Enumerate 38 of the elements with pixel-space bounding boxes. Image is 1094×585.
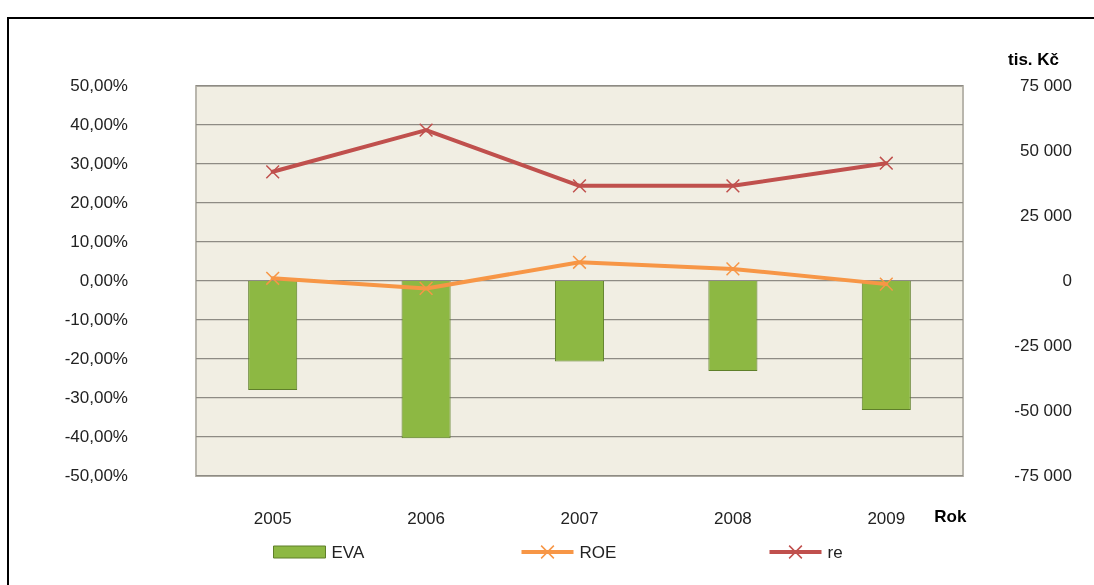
y-tick-label: 50,00% [70,75,128,95]
point [265,164,280,179]
y-tick-label: -50,00% [64,465,128,485]
y-tick-label: 30,00% [70,153,128,173]
y2-tick-label: 50 000 [1020,140,1072,160]
x-tick-label: 2006 [407,508,446,528]
point [572,255,587,270]
point [418,122,434,138]
point [879,277,894,292]
point [572,178,587,193]
x-tick-label: 2007 [560,508,599,528]
x-axis-title: Rok [934,506,967,526]
x-tick-label: 2009 [867,508,906,528]
point [418,281,434,296]
y-tick-label: 40,00% [70,114,128,134]
y2-tick-label: 75 000 [1020,75,1072,95]
y-tick-label: -30,00% [64,387,128,407]
y2-tick-label: 25 000 [1020,205,1072,225]
point [725,178,741,193]
y-tick-label: -40,00% [64,426,128,446]
point [725,261,741,277]
legend-label: EVA [331,542,365,562]
point [879,156,894,171]
y-tick-label: -20,00% [64,348,128,368]
y2-tick-label: 0 [1062,270,1072,290]
y2-tick-label: -50 000 [1014,400,1072,420]
x-tick-label: 2008 [713,508,752,528]
legend-label: ROE [579,542,617,562]
y-tick-label: 20,00% [70,192,128,212]
point [265,271,280,286]
y2-tick-label: -25 000 [1014,335,1072,355]
y2-tick-label: -75 000 [1014,465,1072,485]
y-tick-label: -10,00% [64,309,128,329]
x-tick-label: 2005 [253,508,292,528]
y2-axis-title: tis. Kč [1008,49,1060,69]
y-tick-label: 10,00% [70,231,128,251]
legend-label: re [827,542,843,562]
y-tick-label: 0,00% [79,270,128,290]
